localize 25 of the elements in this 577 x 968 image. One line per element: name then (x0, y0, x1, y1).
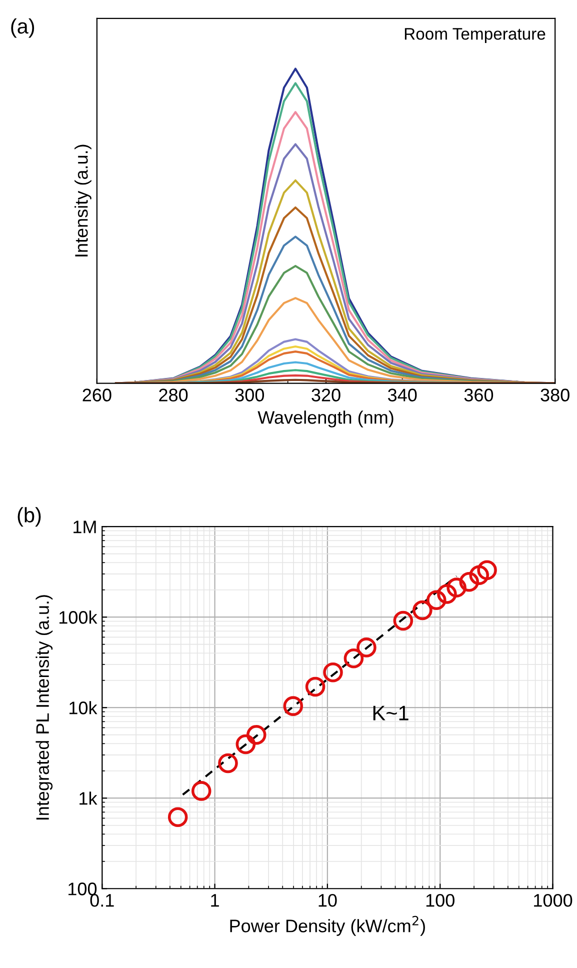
text: Room Temperature (404, 28, 546, 44)
x-tick-label: 1 (211, 894, 219, 907)
x-tick-label: 1000 (534, 894, 572, 907)
x-tick-label: 280 (159, 388, 188, 402)
y-tick-label: 1k (80, 792, 98, 805)
y-tick-label: 100k (59, 610, 98, 624)
x-tick-label: 360 (464, 388, 494, 402)
x-tick-label: 380 (540, 388, 570, 402)
x-tick-label: 0.1 (90, 894, 114, 907)
x-tick-label: 260 (82, 388, 112, 402)
x-tick-label: 100 (426, 894, 454, 907)
x-tick-label: 300 (235, 388, 264, 402)
y-tick-label: 100 (68, 882, 97, 896)
chart-title: (b) (18, 507, 41, 527)
y-axis-title: Integrated PL Intensity (a.u.) (36, 595, 53, 820)
x-tick-label: 320 (312, 388, 340, 402)
x-tick-label: 340 (388, 388, 417, 402)
y-tick-label: 1M (74, 520, 96, 534)
y-axis-title: Intensity (a.u.) (74, 144, 92, 256)
x-axis-title: Power Density (kW/cm$^{2}$) (230, 916, 425, 936)
y-tick-label: 10k (70, 701, 98, 714)
x-tick-label: 10 (318, 894, 337, 907)
annotation: K~1 (373, 706, 408, 720)
x-axis-title: Wavelength (nm) (258, 410, 394, 428)
chart-title: (a) (11, 18, 34, 38)
